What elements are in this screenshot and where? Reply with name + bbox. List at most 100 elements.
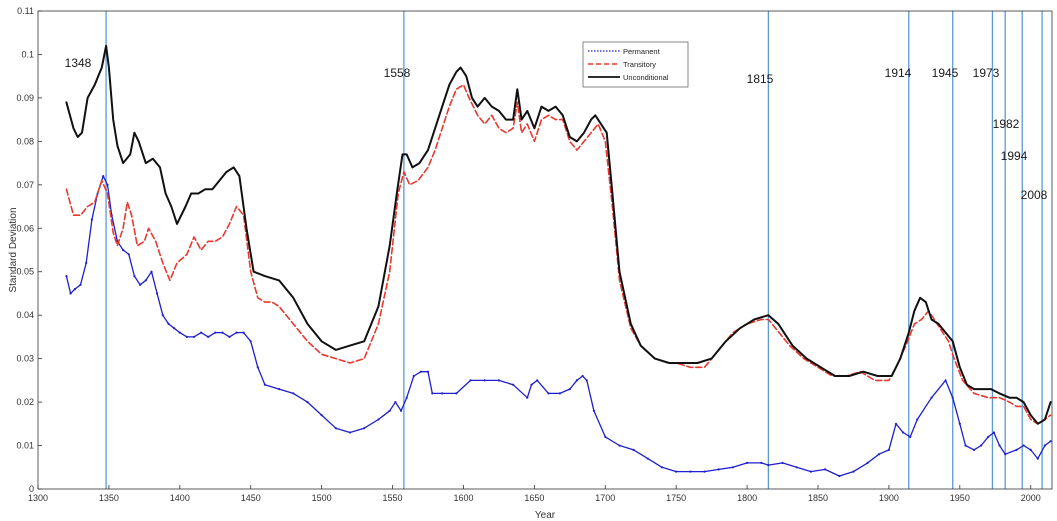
series-point-permanent [703,470,706,473]
series-point-permanent [377,418,380,421]
series-point-permanent [161,314,164,317]
event-labels-group: 1348 1558 1815 1914 1945 1973 1982 1994 2008 [65,56,1048,202]
series-point-permanent [483,379,486,382]
series-point-permanent [1004,453,1007,456]
y-tick-label: 0.08 [16,136,34,146]
series-point-permanent [951,396,954,399]
series-line-unconditional [65,44,1052,425]
series-point-permanent [497,379,500,382]
series-point-permanent [144,279,147,282]
x-tick-label: 2000 [1021,493,1041,503]
event-label-1973: 1973 [973,66,1000,80]
series-point-permanent [1049,440,1052,443]
series-point-permanent [558,392,562,395]
series-point-permanent [348,431,352,434]
series-point-permanent [575,379,579,382]
series-point-permanent [102,175,105,178]
y-tick-label: 0.02 [16,397,34,407]
y-axis: 0 0.01 0.02 0.03 0.04 0.05 0.06 0.07 0.08 0.09 0.1… [16,6,42,494]
series-point-permanent [877,453,881,456]
series-point-permanent [431,392,434,395]
series-point-permanent [887,448,891,451]
series-point-permanent [139,283,142,286]
series-point-permanent [646,457,649,460]
series-point-permanent [469,379,472,382]
series-point-permanent [972,448,976,451]
y-tick-label: 0 [29,484,34,494]
event-label-1945: 1945 [932,66,959,80]
series-point-permanent [592,409,596,412]
series-point-permanent [235,331,238,334]
event-lines-group [105,11,1043,489]
series-point-permanent [122,248,125,252]
series-point-permanent [930,396,933,399]
series-point-permanent [660,466,664,469]
series-point-permanent [824,468,827,471]
series-point-permanent [167,322,170,325]
series-point-permanent [69,292,72,295]
series-point-permanent [221,331,224,334]
series-group [65,44,1052,478]
series-point-permanent [150,270,153,273]
series-point-permanent [568,388,571,391]
series-point-permanent [173,327,176,330]
series-point-permanent [320,414,323,417]
y-tick-label: 0.09 [16,93,34,103]
series-point-permanent [1015,448,1018,451]
series-point-permanent [228,335,231,338]
series-point-permanent [795,466,798,469]
plot-frame [37,10,1053,490]
series-point-permanent [263,383,266,386]
series-point-permanent [526,396,529,399]
x-tick-label: 1550 [383,493,403,503]
event-label-1994: 1994 [1001,149,1028,163]
series-point-permanent [998,444,1001,447]
series-point-permanent [242,331,245,334]
series-point-permanent [1036,457,1039,460]
series-point-permanent [689,470,692,473]
series-point-permanent [306,401,309,404]
series-point-permanent [760,461,763,464]
series-point-permanent [394,401,397,404]
series-point-permanent [980,444,983,447]
event-label-1982: 1982 [993,117,1020,131]
x-tick-label: 1900 [879,493,899,503]
series-point-permanent [717,468,720,471]
x-tick-label: 1350 [99,493,119,503]
series-point-permanent [419,370,422,373]
series-point-permanent [292,392,295,395]
y-tick-label: 0.07 [16,180,34,190]
series-point-permanent [278,388,281,391]
series-point-permanent [992,431,996,434]
series-point-permanent [412,374,415,378]
x-tick-label: 1950 [950,493,970,503]
event-label-1348: 1348 [65,56,92,70]
x-axis: 1300 1350 1400 1450 1500 1550 1600 1650 1700 1750… [28,485,1041,503]
x-tick-label: 1400 [170,493,190,503]
series-point-permanent [964,444,967,447]
series-point-permanent [65,275,68,278]
series-point-permanent [866,461,869,464]
series-point-permanent [214,331,217,334]
legend-item-permanent: Permanent [588,47,661,56]
series-point-permanent [1029,448,1032,451]
series-point-permanent [363,427,366,430]
x-tick-label: 1800 [737,493,757,503]
series-point-permanent [536,379,539,382]
x-tick-label: 1450 [241,493,261,503]
series-point-permanent [1043,444,1046,447]
series-point-permanent [85,261,88,265]
y-tick-label: 0.11 [17,6,34,16]
y-tick-label: 0.01 [16,441,34,451]
x-tick-label: 1600 [453,493,473,503]
y-tick-label: 0.05 [16,267,34,277]
y-tick-label: 0.04 [16,310,34,320]
y-tick-label: 0.06 [16,223,34,233]
series-point-permanent [133,275,136,278]
series-point-permanent [207,335,210,338]
series-point-permanent [604,435,607,438]
x-tick-label: 1500 [312,493,332,503]
legend: Permanent Transitory Unconditional [582,41,689,88]
event-label-1914: 1914 [885,66,912,80]
